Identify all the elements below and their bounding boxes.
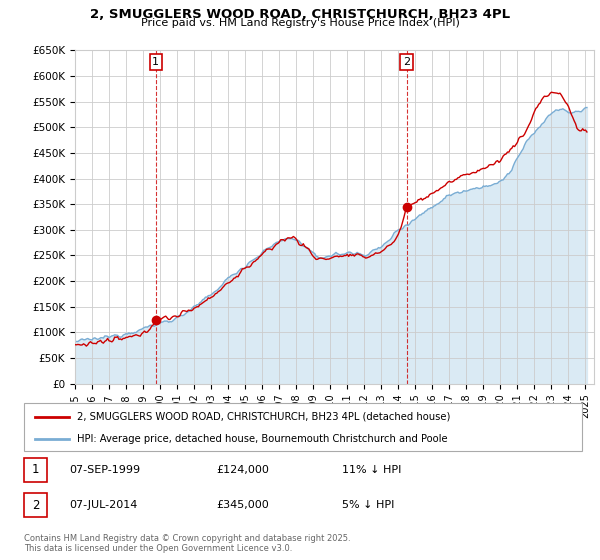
Text: 07-SEP-1999: 07-SEP-1999 (69, 465, 140, 475)
Text: Contains HM Land Registry data © Crown copyright and database right 2025.
This d: Contains HM Land Registry data © Crown c… (24, 534, 350, 553)
Text: 2, SMUGGLERS WOOD ROAD, CHRISTCHURCH, BH23 4PL (detached house): 2, SMUGGLERS WOOD ROAD, CHRISTCHURCH, BH… (77, 412, 451, 422)
Text: 11% ↓ HPI: 11% ↓ HPI (342, 465, 401, 475)
Text: 1: 1 (32, 463, 39, 477)
Text: 2: 2 (32, 498, 39, 512)
Text: £124,000: £124,000 (216, 465, 269, 475)
Text: HPI: Average price, detached house, Bournemouth Christchurch and Poole: HPI: Average price, detached house, Bour… (77, 434, 448, 444)
Text: 2: 2 (403, 57, 410, 67)
Text: 07-JUL-2014: 07-JUL-2014 (69, 500, 137, 510)
Text: 1: 1 (152, 57, 160, 67)
Text: 2, SMUGGLERS WOOD ROAD, CHRISTCHURCH, BH23 4PL: 2, SMUGGLERS WOOD ROAD, CHRISTCHURCH, BH… (90, 8, 510, 21)
Text: 5% ↓ HPI: 5% ↓ HPI (342, 500, 394, 510)
Text: £345,000: £345,000 (216, 500, 269, 510)
Text: Price paid vs. HM Land Registry's House Price Index (HPI): Price paid vs. HM Land Registry's House … (140, 18, 460, 29)
FancyBboxPatch shape (24, 403, 582, 451)
